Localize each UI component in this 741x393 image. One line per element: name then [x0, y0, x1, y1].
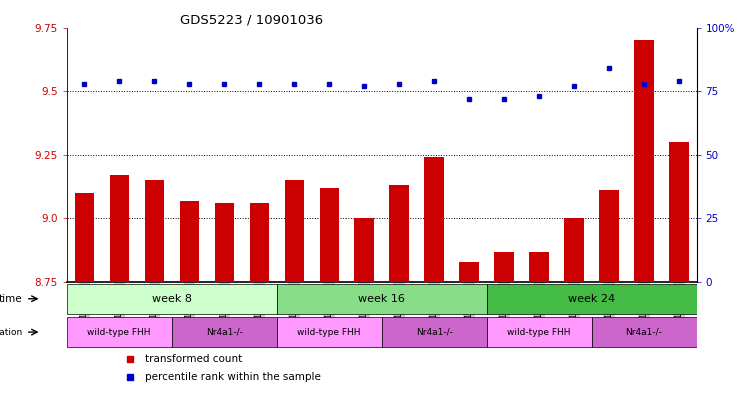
Bar	[634, 40, 654, 282]
Bar	[179, 201, 199, 282]
Bar	[390, 185, 409, 282]
Bar	[215, 203, 233, 282]
Bar	[250, 203, 269, 282]
Bar	[565, 219, 584, 282]
Bar	[459, 262, 479, 282]
Text: GDS5223 / 10901036: GDS5223 / 10901036	[180, 13, 323, 26]
Bar	[599, 191, 619, 282]
Bar	[172, 317, 276, 347]
Bar	[110, 175, 129, 282]
Bar	[669, 142, 688, 282]
Bar	[530, 252, 548, 282]
Bar	[494, 252, 514, 282]
Bar	[354, 219, 373, 282]
Bar	[67, 284, 276, 314]
Text: wild-type FHH: wild-type FHH	[297, 328, 361, 336]
Bar	[75, 193, 94, 282]
Bar	[67, 317, 172, 347]
Text: Nr4a1-/-: Nr4a1-/-	[206, 328, 242, 336]
Text: genotype/variation: genotype/variation	[0, 328, 22, 336]
Text: wild-type FHH: wild-type FHH	[87, 328, 151, 336]
Bar	[425, 157, 444, 282]
Bar	[285, 180, 304, 282]
Text: week 8: week 8	[152, 294, 192, 304]
Text: transformed count: transformed count	[145, 354, 242, 364]
Text: Nr4a1-/-: Nr4a1-/-	[416, 328, 453, 336]
Bar	[276, 317, 382, 347]
Text: time: time	[0, 294, 22, 304]
Text: wild-type FHH: wild-type FHH	[508, 328, 571, 336]
Bar	[276, 284, 487, 314]
Bar	[487, 284, 697, 314]
Bar	[319, 188, 339, 282]
Text: week 24: week 24	[568, 294, 615, 304]
Text: Nr4a1-/-: Nr4a1-/-	[625, 328, 662, 336]
Bar	[382, 317, 487, 347]
Text: week 16: week 16	[358, 294, 405, 304]
Text: percentile rank within the sample: percentile rank within the sample	[145, 372, 322, 382]
Bar	[144, 180, 164, 282]
Bar	[487, 317, 591, 347]
Bar	[591, 317, 697, 347]
